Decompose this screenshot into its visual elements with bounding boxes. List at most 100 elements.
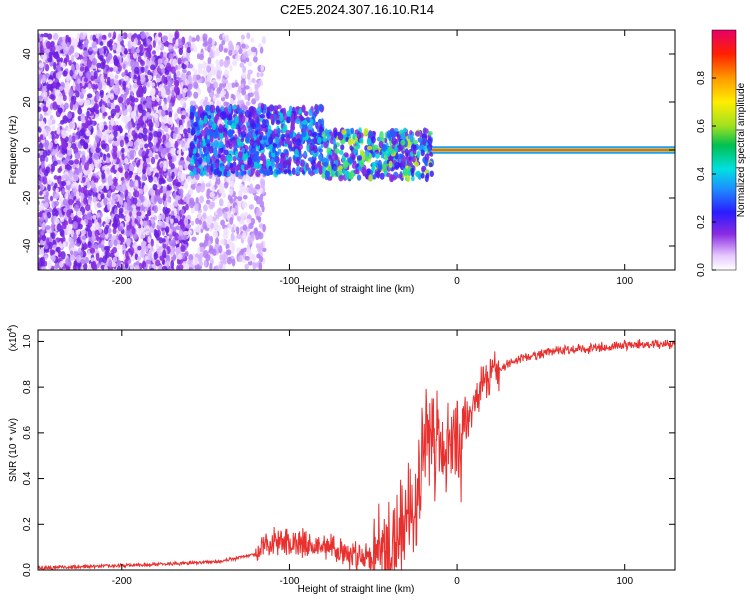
spectrogram-cell — [222, 192, 226, 199]
spectrogram-cell — [219, 58, 224, 67]
spectrogram-cell — [172, 132, 177, 140]
spectrogram-cell — [215, 162, 219, 169]
spectrogram-cell — [176, 108, 181, 114]
spectrogram-cell — [184, 43, 188, 49]
spectrogram-cell — [125, 136, 129, 144]
spectrogram-cell — [129, 180, 135, 188]
spectrogram-cell — [176, 70, 181, 78]
spectrogram-cell — [46, 84, 52, 91]
spectrogram-cell — [69, 240, 75, 249]
spectrogram-cell — [112, 256, 118, 263]
spectrogram-cell — [150, 238, 154, 247]
spectrogram-cell — [107, 202, 111, 211]
spectrogram-cell — [81, 87, 87, 95]
spectrogram-cell — [366, 145, 373, 151]
spectrogram-cell — [183, 230, 189, 236]
spectrogram-cell — [106, 55, 111, 63]
spectrogram-cell — [66, 41, 70, 48]
spectrogram-cell — [249, 139, 255, 146]
spectrogram-cell — [236, 234, 242, 240]
spectrogram-cell — [103, 197, 108, 206]
spectrogram-cell — [133, 243, 139, 253]
spectrogram-cell — [298, 153, 303, 159]
spectrogram-cell — [197, 67, 203, 75]
spectrogram-cell — [39, 40, 43, 50]
spectrogram-cell — [305, 162, 310, 171]
spectrogram-cell — [220, 153, 225, 162]
spectrogram-cell — [81, 122, 86, 128]
spectrogram-cell — [84, 204, 91, 212]
spectrogram-cell — [256, 117, 260, 125]
spectrogram-cell — [91, 57, 98, 66]
spectrogram-cell — [39, 239, 45, 247]
spectrogram-cell — [56, 96, 61, 106]
spectrogram-cell — [155, 243, 160, 249]
spectrogram-cell — [151, 210, 155, 218]
spectrogram-cell — [107, 233, 113, 240]
spectrogram-cell — [68, 160, 74, 166]
spectrogram-cell — [172, 37, 176, 45]
spectrogram-cell — [301, 130, 307, 138]
spectrogram-cell — [49, 248, 54, 256]
spectrogram-cell — [70, 191, 75, 199]
spectrogram-cell — [86, 225, 91, 232]
spectrogram-cell — [93, 243, 98, 249]
spectrogram-cell — [68, 237, 74, 243]
spectrogram-cell — [203, 204, 208, 212]
spectrogram-cell — [57, 70, 64, 76]
spectrogram-cell — [257, 230, 262, 236]
spectrogram-cell — [90, 145, 96, 154]
spectrogram-cell — [77, 263, 81, 270]
spectrogram-cell — [215, 47, 221, 57]
spectrogram-cell — [193, 167, 197, 176]
spectrogram-cell — [214, 265, 220, 270]
spectrogram-cell — [379, 172, 385, 180]
spectrogram-cell — [73, 204, 80, 212]
spectrogram-cell — [44, 48, 50, 54]
spectrogram-cell — [207, 114, 212, 120]
spectrogram-cell — [235, 169, 239, 178]
spectrogram-cell — [111, 193, 117, 200]
spectrogram-cell — [244, 211, 248, 217]
spectrogram-cell — [364, 149, 370, 158]
spectrogram-cell — [47, 33, 53, 40]
spectrogram-cell — [198, 134, 203, 143]
spectrogram-cell — [246, 32, 251, 40]
spectrogram-cell — [150, 156, 156, 165]
spectrogram-cell — [323, 141, 329, 149]
spectrogram-cell — [75, 37, 79, 46]
spectrogram-cell — [237, 195, 243, 202]
spectrogram-cell — [57, 176, 62, 185]
spectrogram-cell — [119, 139, 124, 148]
spectrogram-cell — [118, 196, 123, 205]
spectrogram-cell — [273, 105, 279, 111]
spectrogram-cell — [183, 196, 189, 203]
spectrogram-cell — [175, 64, 179, 71]
spectrogram-cell — [61, 163, 66, 171]
spectrogram-cell — [92, 191, 98, 198]
spectrogram-cell — [130, 71, 134, 79]
spectrogram-cell — [307, 123, 313, 132]
spectrogram-cell — [138, 108, 144, 114]
spectrogram-cell — [40, 256, 46, 265]
spectrogram-cell — [63, 47, 69, 54]
spectrogram-cell — [205, 104, 211, 112]
spectrogram-cell — [188, 267, 193, 270]
spectrogram-cell — [160, 221, 166, 228]
spectrogram-cell — [111, 198, 116, 207]
spectrogram-cell — [48, 241, 53, 250]
spectrogram-cell — [322, 137, 328, 143]
spectrogram-cell — [119, 184, 125, 193]
spectrogram-cell — [120, 33, 125, 40]
spectrogram-cell — [166, 177, 173, 183]
spectrogram-cell — [208, 214, 214, 224]
spectrogram-cell — [145, 50, 150, 58]
spectrogram-cell — [142, 115, 148, 121]
spectrogram-cell — [69, 169, 73, 179]
spectrogram-cell — [64, 174, 69, 181]
spectrogram-cell — [163, 98, 168, 105]
spectrogram-cell — [248, 187, 252, 194]
spectrogram-cell — [143, 185, 148, 194]
spectrogram-cell — [79, 32, 84, 41]
